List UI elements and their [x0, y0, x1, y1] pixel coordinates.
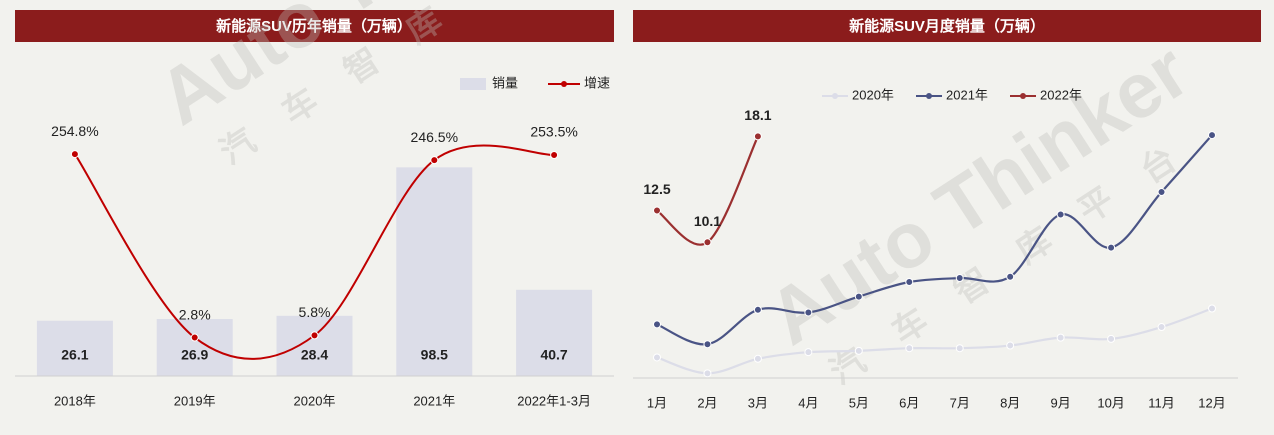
x-tick-label: 4月	[798, 395, 818, 410]
point	[310, 331, 319, 340]
x-tick-label: 2021年	[413, 393, 455, 408]
x-tick-label: 2019年	[174, 393, 216, 408]
point	[1006, 272, 1015, 281]
x-tick-label: 11月	[1148, 395, 1175, 410]
point	[550, 151, 559, 160]
point	[1157, 187, 1166, 196]
data-label: 12.5	[643, 181, 670, 197]
x-tick-label: 1月	[647, 395, 667, 410]
point	[854, 292, 863, 301]
legend-swatch	[926, 93, 932, 99]
data-label: 18.1	[744, 107, 771, 123]
bar-label: 98.5	[421, 347, 448, 363]
legend-label: 增速	[584, 75, 610, 90]
legend-label: 2021年	[946, 87, 988, 102]
point	[804, 348, 813, 357]
title-bar	[15, 10, 614, 42]
point	[1208, 131, 1216, 140]
point	[955, 274, 964, 283]
point	[703, 238, 712, 247]
line	[656, 307, 1213, 375]
legend-swatch	[460, 78, 486, 90]
x-tick-label: 3月	[748, 395, 768, 410]
chart-title: 新能源SUV历年销量（万辆）	[216, 17, 412, 35]
x-tick-label: 6月	[899, 395, 919, 410]
x-tick-label: 2022年1-3月	[517, 393, 591, 408]
point	[653, 206, 661, 215]
legend-swatch	[561, 81, 567, 87]
data-label: 10.1	[694, 213, 721, 229]
legend-label: 销量	[492, 75, 518, 90]
point	[955, 344, 964, 353]
x-tick-label: 10月	[1097, 395, 1124, 410]
x-tick-label: 2月	[697, 395, 717, 410]
bar	[276, 315, 353, 376]
bar-label: 26.9	[181, 347, 208, 363]
x-tick-label: 5月	[849, 395, 869, 410]
point	[703, 340, 712, 349]
point	[190, 333, 199, 342]
point	[1056, 333, 1065, 342]
point	[70, 150, 79, 159]
x-tick-label: 8月	[1000, 395, 1020, 410]
x-tick-label: 2018年	[54, 393, 96, 408]
bar	[516, 289, 593, 376]
point	[1107, 243, 1116, 252]
data-label: 253.5%	[530, 124, 577, 140]
bar	[36, 320, 113, 376]
bar-label: 40.7	[540, 347, 567, 363]
point	[1208, 304, 1216, 313]
point	[653, 320, 661, 329]
point	[1107, 334, 1116, 343]
legend-swatch	[1020, 93, 1026, 99]
bar	[156, 319, 233, 376]
legend-label: 2020年	[852, 87, 894, 102]
x-tick-label: 2020年	[294, 393, 336, 408]
data-label: 254.8%	[51, 123, 98, 139]
line	[656, 134, 1213, 346]
point	[753, 305, 762, 314]
point	[1056, 210, 1065, 219]
point	[703, 369, 712, 378]
x-tick-label: 9月	[1051, 395, 1071, 410]
data-label: 2.8%	[179, 306, 211, 322]
point	[804, 308, 813, 317]
legend-swatch	[832, 93, 838, 99]
point	[753, 354, 762, 363]
data-label: 5.8%	[299, 304, 331, 320]
chart-title: 新能源SUV月度销量（万辆）	[849, 17, 1045, 35]
point	[1006, 341, 1015, 350]
point	[854, 346, 863, 355]
x-tick-label: 12月	[1198, 395, 1225, 410]
x-tick-label: 7月	[950, 395, 970, 410]
point	[905, 344, 914, 353]
title-bar	[633, 10, 1261, 42]
point	[753, 132, 762, 141]
bar-label: 26.1	[61, 347, 88, 363]
bar-label: 28.4	[301, 347, 328, 363]
point	[430, 156, 439, 165]
point	[905, 278, 914, 287]
legend-label: 2022年	[1040, 87, 1082, 102]
data-label: 246.5%	[411, 129, 458, 145]
point	[653, 353, 661, 362]
point	[1157, 323, 1166, 332]
bar	[396, 167, 473, 376]
